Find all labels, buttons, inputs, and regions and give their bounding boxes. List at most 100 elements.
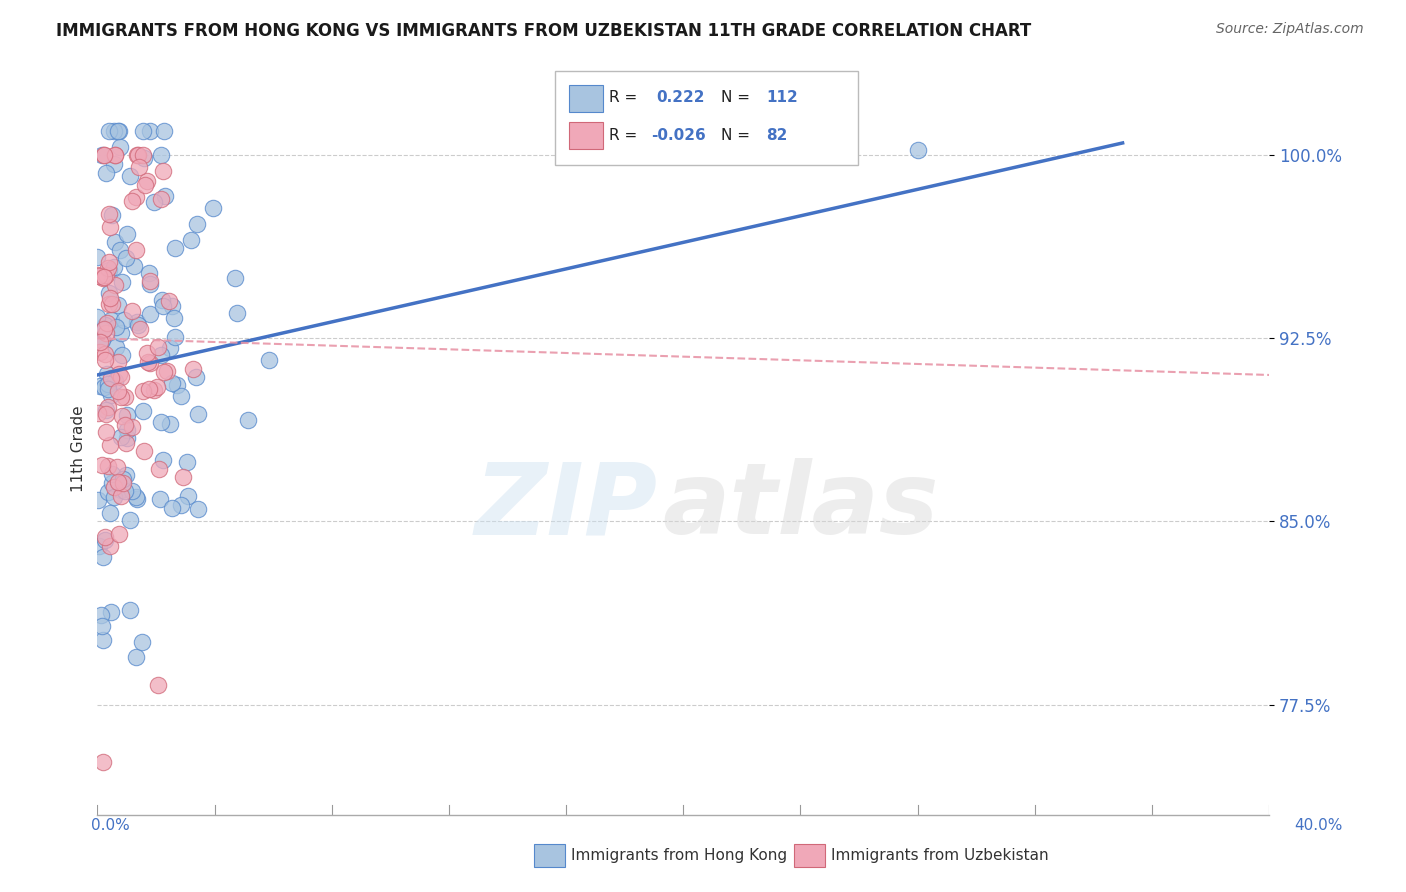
Point xyxy=(100,605,122,619)
Point xyxy=(90,334,112,348)
Point xyxy=(138,266,160,280)
Point xyxy=(187,407,209,421)
Point xyxy=(180,233,202,247)
Point xyxy=(98,438,121,452)
Point xyxy=(127,148,149,162)
Text: IMMIGRANTS FROM HONG KONG VS IMMIGRANTS FROM UZBEKISTAN 11TH GRADE CORRELATION C: IMMIGRANTS FROM HONG KONG VS IMMIGRANTS … xyxy=(56,22,1032,40)
Point xyxy=(139,308,162,322)
Point xyxy=(115,431,138,445)
Point xyxy=(90,148,112,162)
Text: 0.222: 0.222 xyxy=(657,90,704,104)
Point xyxy=(91,323,114,337)
Point xyxy=(124,650,146,665)
Point xyxy=(163,241,186,255)
Point xyxy=(128,160,150,174)
Point xyxy=(110,430,132,444)
Point xyxy=(146,380,169,394)
Point xyxy=(152,453,174,467)
Point xyxy=(110,326,132,340)
Point xyxy=(186,217,208,231)
Point xyxy=(121,484,143,499)
Text: -0.026: -0.026 xyxy=(651,128,706,143)
Point xyxy=(131,384,153,398)
Point xyxy=(103,490,125,504)
Point xyxy=(97,383,120,397)
Point xyxy=(91,270,114,285)
Point xyxy=(101,476,124,491)
Point xyxy=(91,323,114,337)
Point xyxy=(111,275,134,289)
Point xyxy=(129,322,152,336)
Point xyxy=(257,353,280,368)
Point xyxy=(110,483,132,497)
Point xyxy=(127,148,149,162)
Point xyxy=(202,201,225,215)
Point xyxy=(100,388,122,402)
Point xyxy=(118,169,141,183)
Point xyxy=(118,513,141,527)
Point xyxy=(87,493,110,508)
Point xyxy=(94,326,117,340)
Point xyxy=(143,194,166,209)
Point xyxy=(115,409,138,423)
Point xyxy=(97,377,120,392)
Point xyxy=(134,151,156,165)
Point xyxy=(101,297,124,311)
Point xyxy=(98,254,121,268)
Point xyxy=(152,299,174,313)
Point xyxy=(153,188,176,202)
Point xyxy=(103,124,125,138)
Point xyxy=(139,277,162,291)
Point xyxy=(153,365,176,379)
Point xyxy=(125,315,148,329)
Point xyxy=(103,157,125,171)
Point xyxy=(94,268,117,283)
Point xyxy=(138,382,160,396)
Point xyxy=(115,423,138,437)
Point xyxy=(120,603,142,617)
Point xyxy=(148,340,170,354)
Point xyxy=(94,166,117,180)
Point xyxy=(104,148,127,162)
Point xyxy=(94,530,117,544)
Point xyxy=(91,550,114,565)
Text: Immigrants from Hong Kong: Immigrants from Hong Kong xyxy=(571,848,787,863)
Point xyxy=(136,346,159,360)
Point xyxy=(94,318,117,332)
Point xyxy=(139,124,162,138)
Point xyxy=(96,407,118,421)
Point xyxy=(114,418,136,433)
Point xyxy=(136,174,159,188)
Point xyxy=(98,297,121,311)
Point xyxy=(97,260,120,275)
Point xyxy=(103,480,125,494)
Point xyxy=(139,274,162,288)
Point xyxy=(170,498,193,512)
Point xyxy=(103,148,125,162)
Point xyxy=(100,313,122,327)
Point xyxy=(162,501,184,516)
Point xyxy=(115,468,138,483)
Point xyxy=(104,320,127,334)
Point xyxy=(115,251,138,265)
Point xyxy=(166,377,188,392)
Point xyxy=(115,435,138,450)
Point xyxy=(142,383,165,397)
Point xyxy=(112,472,135,486)
Point xyxy=(132,124,155,138)
Point xyxy=(134,444,156,458)
Point xyxy=(103,278,125,293)
Point xyxy=(94,425,117,440)
Point xyxy=(94,402,117,417)
Point xyxy=(94,353,117,368)
Point xyxy=(112,476,135,491)
Point xyxy=(98,506,121,520)
Point xyxy=(165,329,187,343)
Point xyxy=(105,459,128,474)
Point xyxy=(112,313,135,327)
Point xyxy=(153,124,176,138)
Point xyxy=(125,190,148,204)
Y-axis label: 11th Grade: 11th Grade xyxy=(72,405,86,491)
Point xyxy=(177,490,200,504)
Text: Immigrants from Uzbekistan: Immigrants from Uzbekistan xyxy=(831,848,1049,863)
